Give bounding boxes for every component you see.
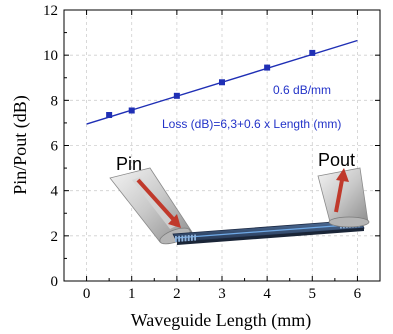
x-axis-ticks: 0 1 2 3 4 5 6 <box>83 10 362 302</box>
slope-annotation: 0.6 dB/mm <box>273 83 331 97</box>
chip-segment <box>184 235 187 242</box>
y-axis-ticks: 0 2 4 6 8 10 12 <box>43 3 380 290</box>
data-point-marker <box>128 107 135 114</box>
chip-segment <box>187 235 190 242</box>
y-tick-label: 10 <box>43 48 58 64</box>
chip-segment <box>191 234 193 241</box>
data-point-marker <box>309 49 316 56</box>
output-fiber <box>317 167 370 228</box>
y-tick-label: 8 <box>51 93 59 109</box>
input-arrow-icon <box>136 178 181 228</box>
output-arrow-icon <box>334 168 349 213</box>
pin-label: Pin <box>116 154 142 174</box>
data-point-marker <box>264 64 271 71</box>
waveguide-illustration <box>109 167 370 245</box>
y-axis-label: Pin/Pout (dB) <box>10 95 31 195</box>
x-tick-label: 1 <box>128 286 136 302</box>
x-tick-label: 5 <box>309 286 317 302</box>
x-tick-label: 4 <box>263 286 271 302</box>
data-point-marker <box>219 79 225 86</box>
y-tick-label: 6 <box>51 139 59 155</box>
pout-label: Pout <box>318 150 355 170</box>
data-markers <box>106 49 316 119</box>
loss-equation-annotation: Loss (dB)=6,3+0.6 x Length (mm) <box>162 117 341 131</box>
chip-segment <box>178 235 180 242</box>
chip-segment <box>175 236 177 242</box>
y-tick-label: 12 <box>43 3 58 19</box>
chip-pattern-left <box>175 234 196 242</box>
y-tick-label: 2 <box>51 229 59 245</box>
x-tick-label: 0 <box>83 286 91 302</box>
y-tick-label: 0 <box>51 274 59 290</box>
x-tick-label: 3 <box>218 286 226 302</box>
waveguide-chip <box>172 219 365 245</box>
data-point-marker <box>173 92 180 99</box>
chip-segment <box>194 234 196 241</box>
x-tick-label: 6 <box>354 286 362 302</box>
data-point-marker <box>106 112 113 119</box>
x-tick-label: 2 <box>173 286 181 302</box>
x-axis-label: Waveguide Length (mm) <box>131 310 312 331</box>
y-tick-label: 4 <box>51 184 59 200</box>
chip-segment <box>181 235 184 242</box>
